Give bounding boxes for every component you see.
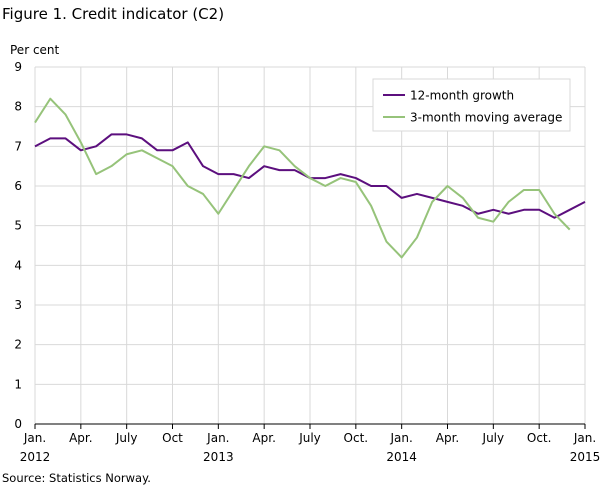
x-tick-label: Jan. — [23, 431, 46, 445]
source-note: Source: Statistics Norway. — [2, 471, 151, 485]
x-tick-label: July — [482, 431, 505, 445]
x-tick-label: Jan. — [573, 431, 596, 445]
y-tick-label: 5 — [14, 219, 22, 233]
x-tick-label: Apr. — [69, 431, 92, 445]
y-tick-label: 3 — [14, 298, 22, 312]
legend-label-3-month-moving-average: 3-month moving average — [410, 111, 562, 125]
y-tick-label: 0 — [14, 417, 22, 431]
y-tick-label: 6 — [14, 179, 22, 193]
y-tick-label: 4 — [14, 258, 22, 272]
x-tick-label: Oct. — [344, 431, 369, 445]
y-tick-label: 2 — [14, 338, 22, 352]
x-tick-label: Jan. — [206, 431, 229, 445]
x-tick-year-label: 2014 — [386, 450, 417, 464]
legend-box — [372, 78, 571, 132]
x-tick-label: Apr. — [436, 431, 459, 445]
series-line-3-month-moving-average — [34, 97, 571, 259]
y-tick-label: 9 — [14, 60, 22, 74]
legend: 12-month growth 3-month moving average — [372, 78, 571, 132]
x-tick-label: Jan. — [390, 431, 413, 445]
x-tick-year-label: 2015 — [570, 450, 601, 464]
y-tick-label: 1 — [14, 377, 22, 391]
x-tick-year-label: 2012 — [20, 450, 51, 464]
y-tick-label: 7 — [14, 139, 22, 153]
axes: 0 1 2 3 4 5 6 7 8 9 Jan. 2012 Apr. July Oct Jan. 2013 Apr… — [14, 60, 600, 464]
y-axis-label: Per cent — [10, 43, 60, 57]
x-tick-label: Oct — [162, 431, 183, 445]
x-tick-label: Apr. — [252, 431, 275, 445]
figure-title: Figure 1. Credit indicator (C2) — [2, 5, 225, 23]
x-tick-label: July — [298, 431, 321, 445]
series-lines — [34, 97, 586, 259]
x-tick-label: July — [115, 431, 138, 445]
legend-label-12-month-growth: 12-month growth — [410, 89, 514, 103]
x-tick-label: Oct. — [527, 431, 552, 445]
x-tick-year-label: 2013 — [203, 450, 234, 464]
y-tick-label: 8 — [14, 100, 22, 114]
